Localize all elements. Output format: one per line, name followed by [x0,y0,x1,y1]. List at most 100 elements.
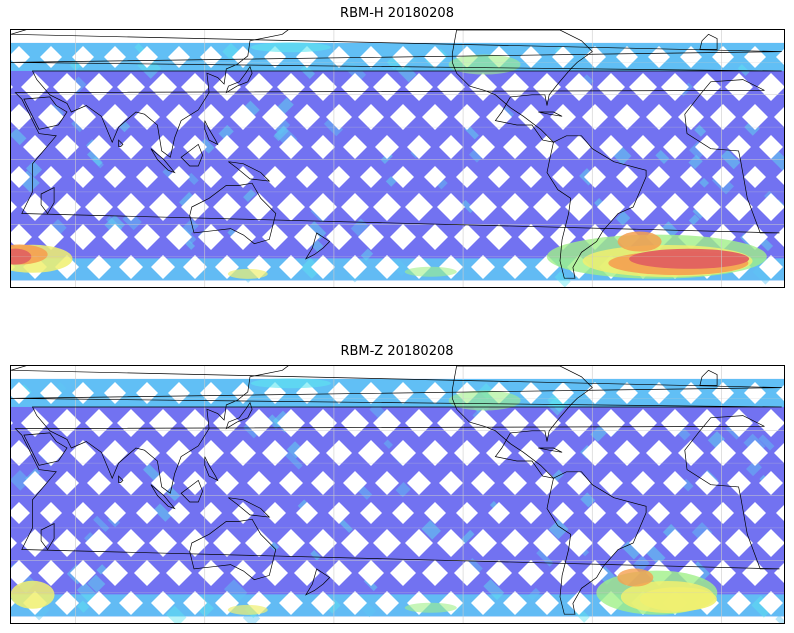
swath-gap [21,72,49,101]
swath-gap [469,72,497,101]
swath-gap [245,192,273,221]
swath-gap [390,559,416,586]
swath-patch [744,120,760,136]
swath-gap [72,165,94,188]
coastline [23,96,68,130]
map-panel-bottom [10,365,785,624]
swath-gap [742,439,768,466]
swath-patch [421,520,441,540]
swath-patch [580,492,596,508]
coastlines [11,366,782,615]
swath-gap [134,103,160,130]
panel-title-bottom: RBM-Z 20180208 [340,344,454,359]
swath-gap [55,590,79,615]
swath-patch [615,210,631,226]
swath-gap [230,223,256,250]
swath-gap [149,528,177,557]
swath-patch [502,106,515,119]
swath-gap [648,165,670,188]
swath-gap [40,165,62,188]
swath-patch [385,176,397,187]
swath-gap [375,470,399,495]
coastline [304,232,331,260]
swath-gap [533,192,561,221]
swath-gap [405,408,433,437]
swath-patch [360,248,374,261]
swath-gap [661,528,689,557]
swath-gap [469,408,497,437]
swath-gap [358,103,384,130]
swath-patch [751,595,774,618]
swath-gap [87,134,111,159]
swath-gap [277,192,305,221]
swath-gap [328,381,350,404]
swath-gap [166,439,192,466]
swath-gap [53,72,81,101]
swath-gap [759,254,783,279]
swath-gap [247,590,271,615]
hot-spot-north2 [448,390,521,411]
swath-gap [151,134,175,159]
swath-gap [309,192,337,221]
swath-gap [712,501,734,524]
swath-gap [424,501,446,524]
swath-gap [486,439,512,466]
swath-gap [439,254,463,279]
swath-gap [294,559,320,586]
swath-gap [85,408,113,437]
coastline [228,497,271,518]
swath-gap [213,72,241,101]
swath-gap [11,501,30,524]
swath-gap [454,103,480,130]
swath-gap [680,381,702,404]
swath-gap [727,134,751,159]
swath-gap [584,381,606,404]
swath-gap [11,536,17,549]
swath-gap [215,470,239,495]
swath-gap [486,559,512,586]
swath-gap [117,192,145,221]
swath-gap [725,408,753,437]
swath-gap [294,439,320,466]
swath-gap [471,134,495,159]
swath-gap [358,223,384,250]
swath-gap [264,501,286,524]
swath-gap [373,528,401,557]
swath-gap [471,254,495,279]
hot-spot-south2 [404,602,457,613]
swath-gap [454,559,480,586]
swath-patch [632,555,650,573]
swath-gap [23,134,47,159]
swath-patch [269,541,280,552]
swath-gap [439,134,463,159]
swath-gap [469,192,497,221]
swath-gap [102,223,128,250]
swath-gap [40,501,62,524]
swath-gap [70,439,96,466]
coastlines [11,30,782,279]
map-canvas-bottom [11,366,784,623]
swath-gap [392,501,414,524]
map-panel-top [10,29,785,288]
swath-patch [300,258,322,279]
swath-gap [774,442,784,463]
swath-patch [461,199,475,214]
swath-gap [390,103,416,130]
swath-gap [424,165,446,188]
coastline [225,401,253,430]
coastline [538,111,563,117]
swath-gap [87,254,111,279]
swath-patch [688,154,703,170]
swath-gap [550,439,576,466]
coastline [11,30,782,158]
swath-gap [21,408,49,437]
swath-gap [469,528,497,557]
coastline [204,120,219,146]
swath-patch [307,221,327,241]
swath-patch [311,240,324,253]
swath-patch [590,425,608,442]
swath-gap [486,103,512,130]
swath-gap [695,134,719,159]
swath-gap [326,103,352,130]
coastline [699,369,718,386]
